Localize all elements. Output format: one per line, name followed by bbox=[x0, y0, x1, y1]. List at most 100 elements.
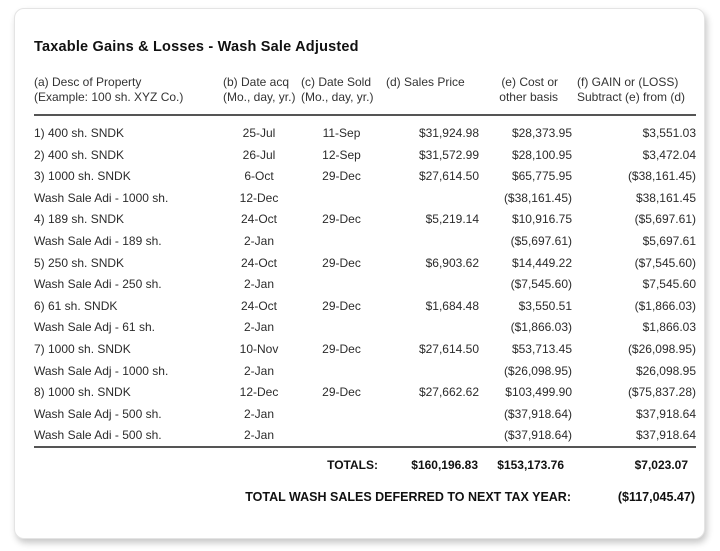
cell-desc: Wash Sale Adj - 1000 sh. bbox=[34, 363, 169, 378]
cell-date-acq: 24-Oct bbox=[240, 255, 277, 270]
cell-cost: ($37,918.64) bbox=[503, 406, 572, 421]
table-row: Wash Sale Adj - 500 sh. 2-Jan ($37,918.64)… bbox=[34, 403, 696, 425]
totals-cost: $153,173.76 bbox=[479, 446, 572, 477]
table-footer: TOTALS: $160,196.83 $153,173.76 $7,023.0… bbox=[34, 446, 696, 505]
cell-date-acq: 2-Jan bbox=[243, 406, 275, 421]
cell-date-acq: 2-Jan bbox=[243, 277, 275, 292]
cell-gain: ($26,098.95) bbox=[627, 341, 696, 356]
cell-gain: $38,161.45 bbox=[635, 190, 696, 205]
cell-sales-price: $5,219.14 bbox=[425, 212, 479, 227]
cell-sales-price bbox=[384, 187, 479, 209]
table-header: (a) Desc of Property (Example: 100 sh. X… bbox=[34, 75, 696, 116]
cell-date-acq: 24-Oct bbox=[240, 212, 277, 227]
cell-desc: 4) 189 sh. SNDK bbox=[34, 212, 125, 227]
cell-sales-price: $27,614.50 bbox=[418, 169, 479, 184]
cell-sales-price: $1,684.48 bbox=[425, 298, 479, 313]
table-body: 1) 400 sh. SNDK 25-Jul 11-Sep $31,924.98 $28… bbox=[34, 115, 696, 447]
cell-date-sold: 29-Dec bbox=[322, 341, 361, 356]
cell-cost: ($37,918.64) bbox=[503, 428, 572, 443]
table-row: Wash Sale Adj - 61 sh. 2-Jan ($1,866.03) $1… bbox=[34, 317, 696, 339]
table-row: Wash Sale Adi - 189 sh. 2-Jan ($5,697.61) $… bbox=[34, 230, 696, 252]
cell-date-sold: 29-Dec bbox=[322, 169, 361, 184]
cell-date-sold bbox=[299, 273, 384, 295]
cell-date-sold: 11-Sep bbox=[322, 126, 361, 140]
cell-gain: $1,866.03 bbox=[642, 320, 696, 335]
cell-date-acq: 6-Oct bbox=[244, 169, 274, 184]
col-header-gain-loss-line2: Subtract (e) from (d) bbox=[577, 90, 686, 104]
cell-date-sold: 29-Dec bbox=[322, 385, 361, 400]
cell-desc: 5) 250 sh. SNDK bbox=[34, 255, 125, 270]
col-header-desc-line1: (a) Desc of Property bbox=[34, 75, 142, 89]
cell-sales-price bbox=[384, 273, 479, 295]
col-header-date-sold-line1: (c) Date Sold bbox=[301, 75, 372, 89]
cell-date-acq: 12-Dec bbox=[239, 190, 279, 205]
cell-desc: 7) 1000 sh. SNDK bbox=[34, 341, 131, 356]
cell-date-sold: 29-Dec bbox=[322, 298, 361, 313]
col-header-date-sold-line2: (Mo., day, yr.) bbox=[301, 90, 374, 104]
cell-gain: ($5,697.61) bbox=[634, 212, 696, 227]
table-row: 2) 400 sh. SNDK 26-Jul 12-Sep $31,572.99 $28… bbox=[34, 144, 696, 166]
cell-desc: 6) 61 sh. SNDK bbox=[34, 298, 118, 313]
cell-sales-price: $6,903.62 bbox=[425, 255, 479, 270]
cell-date-sold bbox=[299, 187, 384, 209]
cell-cost: $103,499.90 bbox=[505, 385, 572, 400]
cell-desc: 1) 400 sh. SNDK bbox=[34, 126, 125, 140]
cell-desc: Wash Sale Adj - 500 sh. bbox=[34, 406, 162, 421]
col-header-date-acq: (b) Date acq (Mo., day, yr.) bbox=[219, 75, 299, 116]
cell-cost: $14,449.22 bbox=[511, 255, 572, 270]
cell-gain: $3,551.03 bbox=[642, 126, 696, 140]
cell-desc: 2) 400 sh. SNDK bbox=[34, 147, 125, 162]
col-header-cost-line2: other basis bbox=[499, 90, 558, 104]
totals-row: TOTALS: $160,196.83 $153,173.76 $7,023.0… bbox=[34, 446, 696, 477]
deferred-value: ($117,045.47) bbox=[617, 490, 695, 505]
cell-date-acq: 12-Dec bbox=[239, 385, 279, 400]
table-row: 6) 61 sh. SNDK 24-Oct 29-Dec $1,684.48 $3,55… bbox=[34, 295, 696, 317]
col-header-gain-loss-line1: (f) GAIN or (LOSS) bbox=[577, 75, 679, 89]
cell-sales-price bbox=[384, 403, 479, 425]
cell-desc: Wash Sale Adi - 189 sh. bbox=[34, 233, 162, 248]
cell-sales-price bbox=[384, 230, 479, 252]
cell-gain: $37,918.64 bbox=[635, 428, 696, 443]
cell-date-acq: 25-Jul bbox=[242, 126, 276, 140]
cell-sales-price bbox=[384, 317, 479, 339]
col-header-cost-line1: (e) Cost or bbox=[501, 75, 558, 89]
col-header-date-acq-line1: (b) Date acq bbox=[223, 75, 290, 89]
cell-desc: Wash Sale Adj - 61 sh. bbox=[34, 320, 155, 335]
cell-cost: $53,713.45 bbox=[511, 341, 572, 356]
cell-cost: $28,100.95 bbox=[511, 147, 572, 162]
totals-sales-price: $160,196.83 bbox=[384, 446, 479, 477]
cell-gain: ($1,866.03) bbox=[634, 298, 696, 313]
cell-date-acq: 2-Jan bbox=[243, 428, 275, 443]
deferred-label: TOTAL WASH SALES DEFERRED TO NEXT TAX YE… bbox=[245, 490, 571, 505]
col-header-sales-price: (d) Sales Price bbox=[384, 75, 479, 116]
cell-cost: $3,550.51 bbox=[518, 298, 572, 313]
table-row: 7) 1000 sh. SNDK 10-Nov 29-Dec $27,614.50 $5… bbox=[34, 338, 696, 360]
page-title: Taxable Gains & Losses - Wash Sale Adjus… bbox=[34, 39, 359, 55]
cell-date-acq: 2-Jan bbox=[243, 363, 275, 378]
cell-gain: $26,098.95 bbox=[635, 363, 696, 378]
col-header-desc-line2: (Example: 100 sh. XYZ Co.) bbox=[34, 90, 184, 104]
cell-date-sold bbox=[299, 403, 384, 425]
cell-sales-price: $31,924.98 bbox=[418, 126, 479, 140]
report-card: Taxable Gains & Losses - Wash Sale Adjus… bbox=[14, 8, 705, 539]
gains-losses-table: (a) Desc of Property (Example: 100 sh. X… bbox=[34, 75, 696, 505]
cell-cost: ($7,545.60) bbox=[510, 277, 572, 292]
cell-desc: 3) 1000 sh. SNDK bbox=[34, 169, 131, 184]
table-row: 5) 250 sh. SNDK 24-Oct 29-Dec $6,903.62 $14,… bbox=[34, 252, 696, 274]
cell-date-acq: 24-Oct bbox=[240, 298, 277, 313]
cell-cost: $65,775.95 bbox=[511, 169, 572, 184]
cell-sales-price bbox=[384, 425, 479, 448]
cell-sales-price bbox=[384, 360, 479, 382]
cell-desc: 8) 1000 sh. SNDK bbox=[34, 385, 131, 400]
cell-sales-price: $27,662.62 bbox=[418, 385, 479, 400]
cell-gain: ($7,545.60) bbox=[634, 255, 696, 270]
cell-sales-price: $27,614.50 bbox=[418, 341, 479, 356]
cell-date-sold: 29-Dec bbox=[322, 255, 361, 270]
col-header-date-acq-line2: (Mo., day, yr.) bbox=[223, 90, 296, 104]
col-header-gain-loss: (f) GAIN or (LOSS) Subtract (e) from (d) bbox=[572, 75, 696, 116]
cell-date-sold bbox=[299, 425, 384, 448]
table-row: 1) 400 sh. SNDK 25-Jul 11-Sep $31,924.98 $28… bbox=[34, 115, 696, 144]
cell-cost: $10,916.75 bbox=[511, 212, 572, 227]
cell-desc: Wash Sale Adi - 1000 sh. bbox=[34, 190, 169, 205]
cell-cost: $28,373.95 bbox=[511, 126, 572, 140]
